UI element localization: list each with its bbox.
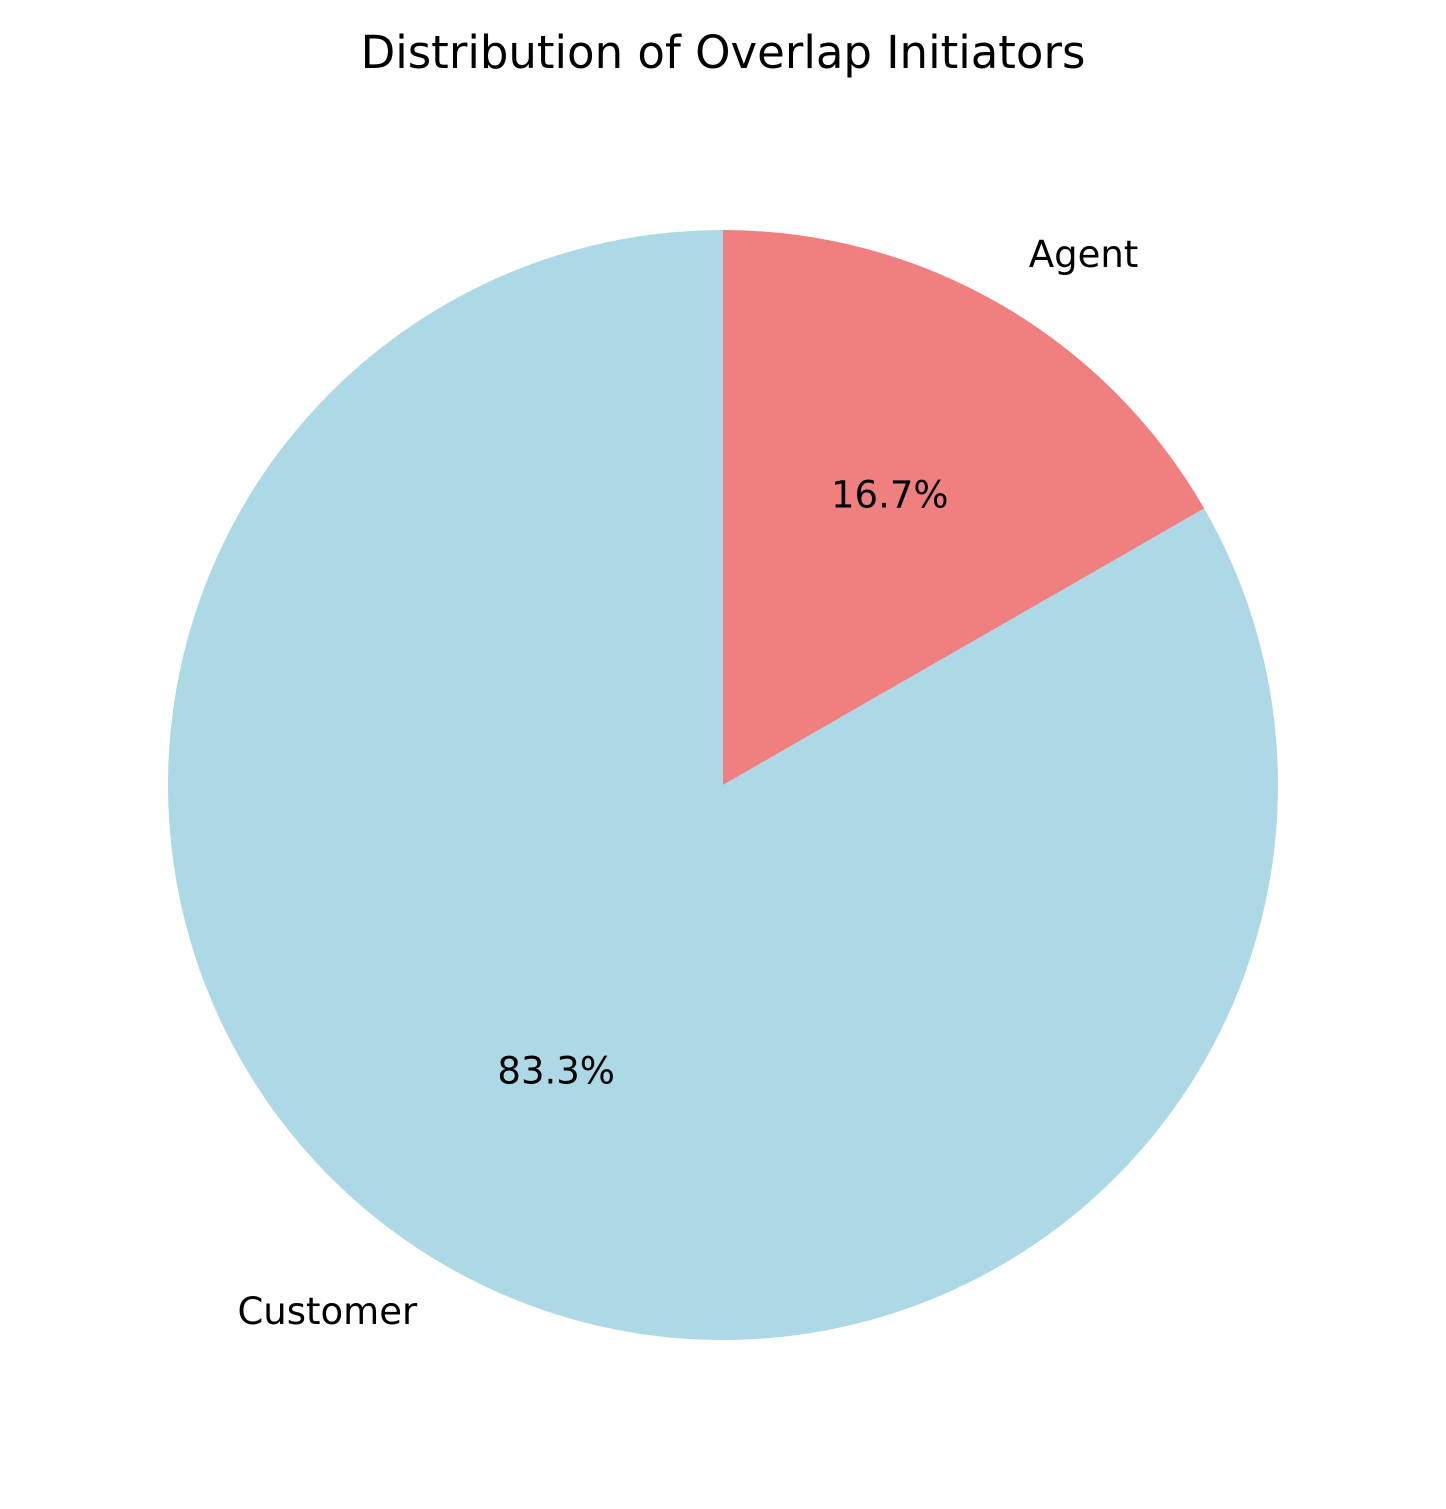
pie-labels: Agent 16.7% Customer 83.3% [237,233,1138,1333]
chart-title: Distribution of Overlap Initiators [361,26,1086,79]
pie-slice-customer [168,230,1279,1340]
slice-percent-agent: 16.7% [831,473,949,516]
slice-label-customer: Customer [237,1290,418,1333]
slice-label-agent: Agent [1029,233,1139,276]
slice-percent-customer: 83.3% [497,1050,615,1093]
pie-slices [168,230,1279,1340]
pie-slice-agent [723,230,1205,785]
